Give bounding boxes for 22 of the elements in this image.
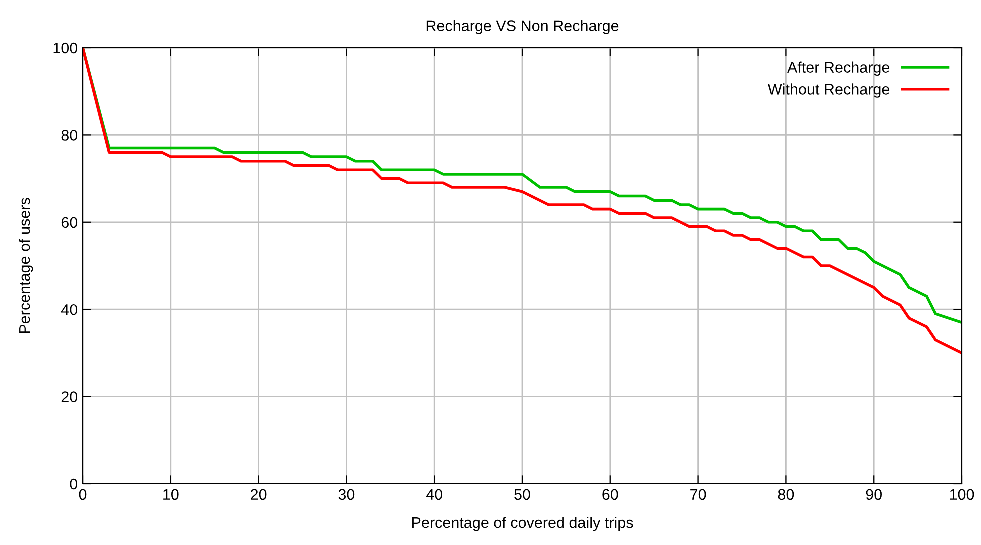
y-tick-label: 40 (62, 304, 78, 316)
x-tick-label: 10 (164, 489, 179, 500)
x-tick-label: 40 (426, 489, 442, 500)
y-tick-label: 100 (54, 42, 78, 54)
y-tick-label: 80 (62, 130, 78, 141)
legend-label: After Recharge (787, 62, 890, 76)
legend-label: Without Recharge (768, 84, 890, 98)
x-tick-label: 20 (251, 489, 267, 500)
x-tick-label: 50 (514, 489, 530, 500)
y-tick-label: 0 (70, 478, 78, 490)
x-tick-label: 90 (866, 489, 882, 500)
x-tick-label: 0 (79, 489, 87, 500)
y-axis-title: Percentage of users (18, 198, 34, 334)
y-tick-label: 20 (62, 392, 78, 402)
y-tick-label: 60 (62, 217, 78, 228)
x-tick-label: 30 (338, 489, 355, 500)
x-tick-label: 100 (950, 489, 974, 500)
chart-title: Recharge VS Non Recharge (426, 20, 619, 35)
x-axis-title: Percentage of covered daily trips (412, 516, 634, 532)
x-tick-label: 80 (778, 489, 794, 500)
x-tick-label: 60 (602, 489, 618, 500)
x-tick-label: 70 (690, 489, 706, 500)
